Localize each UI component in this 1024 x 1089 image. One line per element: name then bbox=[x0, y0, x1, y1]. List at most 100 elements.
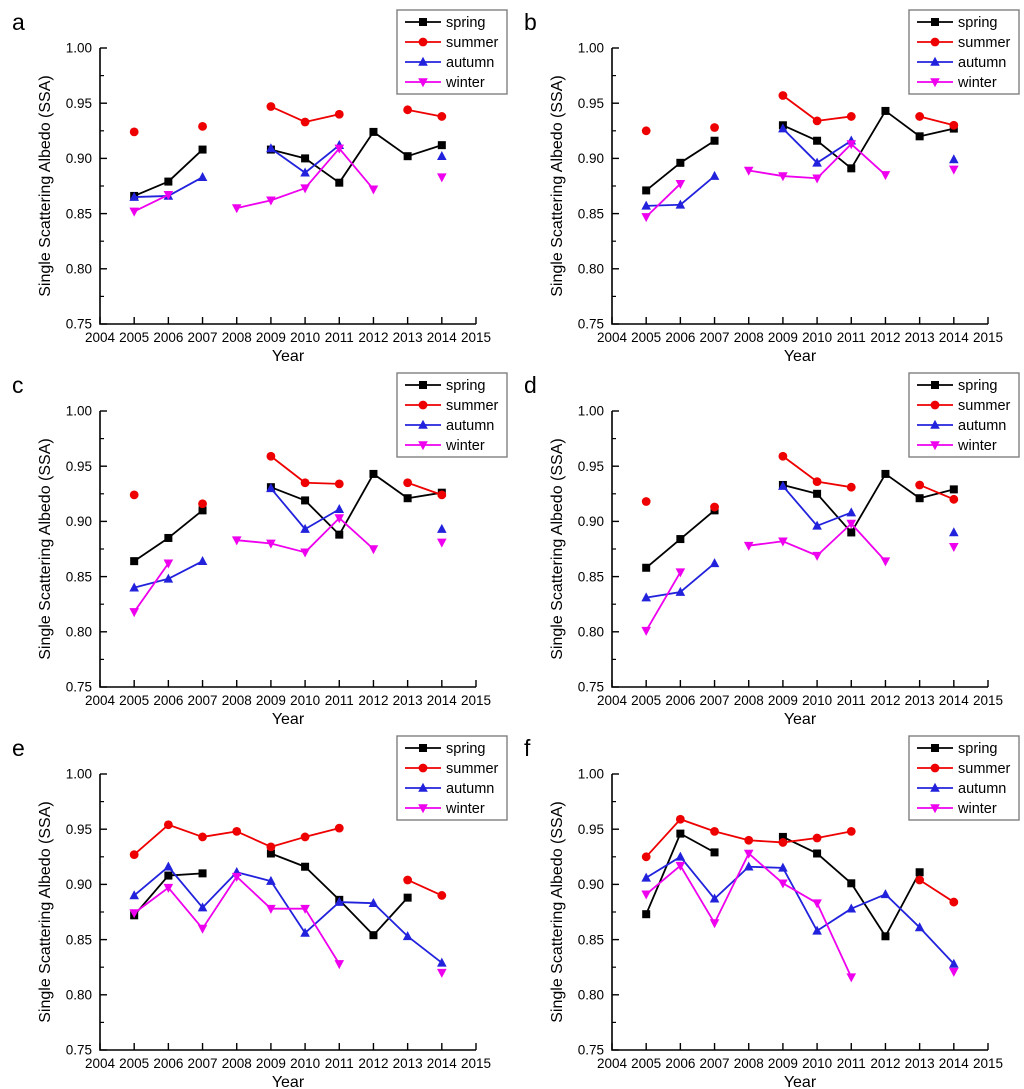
y-tick-label: 0.75 bbox=[66, 1043, 92, 1058]
chart-svg: 0.75 0.80 0.85 0.90 0.95 1.00 2004 2005 2006 2007… bbox=[512, 726, 1024, 1089]
circle-marker bbox=[949, 120, 959, 130]
legend-label: winter bbox=[445, 438, 485, 454]
triangle-down-marker bbox=[846, 519, 857, 529]
legend-box bbox=[396, 9, 508, 95]
chart-panel-d: 0.75 0.80 0.85 0.90 0.95 1.00 2004 2005 2006 2007… bbox=[512, 363, 1024, 726]
x-tick-label: 2013 bbox=[393, 693, 423, 708]
y-tick-label: 0.75 bbox=[66, 680, 92, 695]
y-tick-label: 0.80 bbox=[66, 988, 92, 1003]
series-spring bbox=[642, 106, 958, 195]
triangle-down-marker bbox=[778, 172, 788, 182]
series-line bbox=[782, 473, 955, 534]
circle-marker bbox=[437, 891, 447, 900]
legend-label: autumn bbox=[446, 55, 494, 71]
triangle-down-marker bbox=[880, 171, 891, 181]
triangle-up-marker bbox=[709, 558, 720, 568]
x-tick-label: 2011 bbox=[325, 330, 354, 345]
triangle-up-marker bbox=[930, 782, 940, 792]
x-tick-label: 2015 bbox=[973, 330, 1003, 345]
square-marker bbox=[369, 469, 378, 478]
circle-marker bbox=[641, 852, 651, 862]
triangle-up-marker bbox=[300, 523, 310, 533]
panel-letter: b bbox=[524, 9, 537, 35]
series-summer bbox=[129, 102, 447, 137]
legend-label: spring bbox=[446, 15, 486, 31]
x-tick-label: 2012 bbox=[870, 330, 900, 345]
x-tick-label: 2006 bbox=[665, 693, 695, 708]
x-tick-label: 2005 bbox=[631, 330, 661, 345]
square-marker bbox=[847, 528, 856, 537]
series-line bbox=[235, 517, 375, 554]
triangle-down-marker bbox=[743, 541, 754, 551]
triangle-up-marker bbox=[300, 167, 310, 177]
y-tick-label: 1.00 bbox=[66, 41, 92, 56]
y-axis-title: Single Scattering Albedo (SSA) bbox=[37, 801, 54, 1022]
square-marker bbox=[419, 381, 427, 389]
circle-marker bbox=[232, 827, 242, 836]
triangle-down-marker bbox=[300, 904, 310, 914]
x-tick-label: 2005 bbox=[119, 693, 149, 708]
series-line bbox=[645, 182, 682, 218]
x-tick-label: 2007 bbox=[188, 330, 218, 345]
x-tick-label: 2015 bbox=[973, 1056, 1003, 1071]
legend-label: autumn bbox=[958, 55, 1006, 71]
triangle-down-marker bbox=[437, 173, 447, 183]
legend-label: winter bbox=[957, 75, 997, 91]
circle-marker bbox=[675, 814, 685, 824]
legend-box bbox=[396, 735, 508, 821]
circle-marker bbox=[846, 112, 856, 121]
x-tick-label: 2004 bbox=[597, 693, 628, 708]
square-marker bbox=[813, 849, 822, 858]
square-marker bbox=[676, 535, 685, 544]
y-tick-label: 0.75 bbox=[578, 680, 604, 695]
triangle-up-marker bbox=[129, 582, 139, 592]
x-tick-label: 2009 bbox=[768, 693, 798, 708]
x-tick-label: 2010 bbox=[802, 330, 832, 345]
triangle-up-marker bbox=[949, 154, 959, 164]
series-autumn bbox=[641, 851, 959, 968]
triangle-down-marker bbox=[197, 924, 208, 934]
chart-svg: 0.75 0.80 0.85 0.90 0.95 1.00 2004 2005 2006 2007… bbox=[512, 0, 1024, 363]
triangle-down-marker bbox=[675, 179, 686, 189]
square-marker bbox=[915, 868, 924, 877]
circle-marker bbox=[812, 833, 822, 843]
series-summer bbox=[641, 91, 959, 136]
circle-marker bbox=[915, 112, 925, 121]
x-tick-label: 2015 bbox=[973, 693, 1003, 708]
triangle-up-marker bbox=[437, 957, 447, 967]
square-marker bbox=[642, 563, 651, 572]
square-marker bbox=[403, 152, 412, 161]
y-tick-label: 1.00 bbox=[578, 41, 604, 56]
triangle-up-marker bbox=[743, 861, 754, 871]
x-tick-label: 2007 bbox=[700, 330, 730, 345]
series-line bbox=[133, 148, 204, 197]
legend: spring summer autumn winter bbox=[396, 735, 508, 821]
square-marker bbox=[915, 494, 924, 503]
triangle-down-marker bbox=[163, 559, 174, 569]
legend-label: spring bbox=[958, 15, 998, 31]
triangle-down-marker bbox=[163, 191, 174, 201]
triangle-down-marker bbox=[949, 165, 959, 175]
circle-marker bbox=[710, 502, 719, 512]
square-marker bbox=[198, 145, 207, 154]
y-tick-label: 0.90 bbox=[578, 877, 604, 892]
circle-marker bbox=[710, 827, 719, 836]
y-tick-label: 0.80 bbox=[578, 625, 604, 640]
x-tick-label: 2013 bbox=[905, 1056, 935, 1071]
triangle-up-marker bbox=[197, 902, 208, 912]
triangle-up-marker bbox=[812, 520, 822, 530]
triangle-down-marker bbox=[129, 909, 139, 919]
square-marker bbox=[419, 18, 427, 26]
x-tick-label: 2012 bbox=[358, 693, 388, 708]
triangle-down-marker bbox=[231, 872, 242, 882]
x-tick-label: 2006 bbox=[153, 1056, 183, 1071]
series-line bbox=[270, 852, 409, 937]
x-tick-label: 2004 bbox=[597, 1056, 628, 1071]
series-line bbox=[270, 473, 443, 536]
y-axis-title: Single Scattering Albedo (SSA) bbox=[37, 438, 54, 659]
square-marker bbox=[642, 186, 651, 195]
x-tick-label: 2012 bbox=[358, 330, 388, 345]
triangle-up-marker bbox=[949, 958, 959, 968]
x-tick-label: 2008 bbox=[222, 693, 252, 708]
triangle-up-marker bbox=[197, 171, 208, 181]
